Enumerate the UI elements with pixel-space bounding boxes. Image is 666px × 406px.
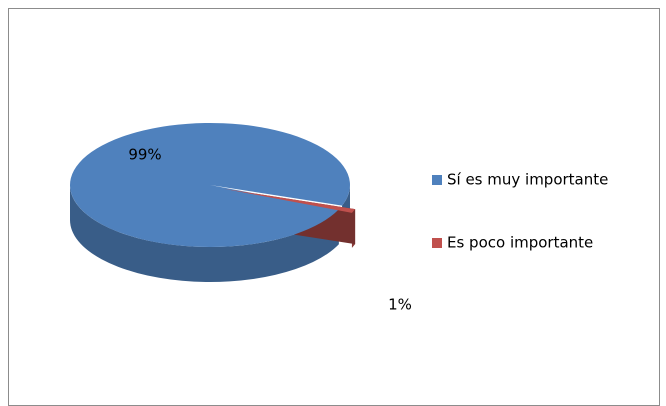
pie-slice (223, 188, 356, 213)
legend-label: Sí es muy importante (447, 171, 608, 189)
data-label: 99% (128, 146, 161, 164)
data-label: 1% (388, 296, 412, 314)
legend-swatch (432, 175, 442, 185)
pie-slice (70, 122, 351, 247)
legend-label: Es poco importante (447, 234, 593, 252)
legend-swatch (432, 238, 442, 248)
pie-slice-side (70, 185, 339, 282)
